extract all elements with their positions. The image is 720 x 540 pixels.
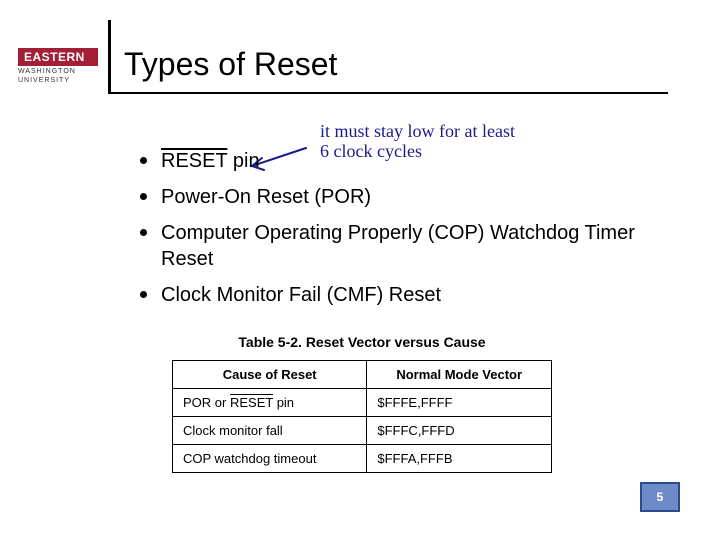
table-cell: POR or RESET pin [173,389,367,417]
table-header-row: Cause of Reset Normal Mode Vector [173,361,552,389]
title-horizontal-rule [108,92,668,94]
bullet-text: Power-On Reset (POR) [161,184,371,210]
bullet-text: RESET pin [161,148,260,174]
bullet-text: Clock Monitor Fail (CMF) Reset [161,282,441,308]
table-cell: $FFFC,FFFD [367,417,552,445]
bullet-icon [140,229,147,236]
page-number: 5 [640,482,680,512]
table-header: Cause of Reset [173,361,367,389]
table-row: Clock monitor fall $FFFC,FFFD [173,417,552,445]
table-cell: $FFFE,FFFF [367,389,552,417]
table-cell: $FFFA,FFFB [367,445,552,473]
bullet-icon [140,193,147,200]
bullet-text: Computer Operating Properly (COP) Watchd… [161,220,680,272]
list-item: RESET pin [140,148,680,174]
table-cell: COP watchdog timeout [173,445,367,473]
bullet-icon [140,291,147,298]
list-item: Clock Monitor Fail (CMF) Reset [140,282,680,308]
logo-main: EASTERN [18,48,98,66]
table-caption: Table 5-2. Reset Vector versus Cause [172,334,552,350]
title-vertical-rule [108,20,111,92]
slide-title: Types of Reset [124,46,337,83]
logo-sub1: WASHINGTON [18,68,98,75]
reset-vector-table: Table 5-2. Reset Vector versus Cause Cau… [172,334,552,473]
table-row: COP watchdog timeout $FFFA,FFFB [173,445,552,473]
university-logo: EASTERN WASHINGTON UNIVERSITY [18,48,98,84]
table: Cause of Reset Normal Mode Vector POR or… [172,360,552,473]
table-header: Normal Mode Vector [367,361,552,389]
bullet-icon [140,157,147,164]
logo-sub2: UNIVERSITY [18,77,98,84]
table-row: POR or RESET pin $FFFE,FFFF [173,389,552,417]
list-item: Computer Operating Properly (COP) Watchd… [140,220,680,272]
list-item: Power-On Reset (POR) [140,184,680,210]
table-cell: Clock monitor fall [173,417,367,445]
bullet-list: RESET pin Power-On Reset (POR) Computer … [140,148,680,318]
annotation-line1: it must stay low for at least [320,122,515,142]
